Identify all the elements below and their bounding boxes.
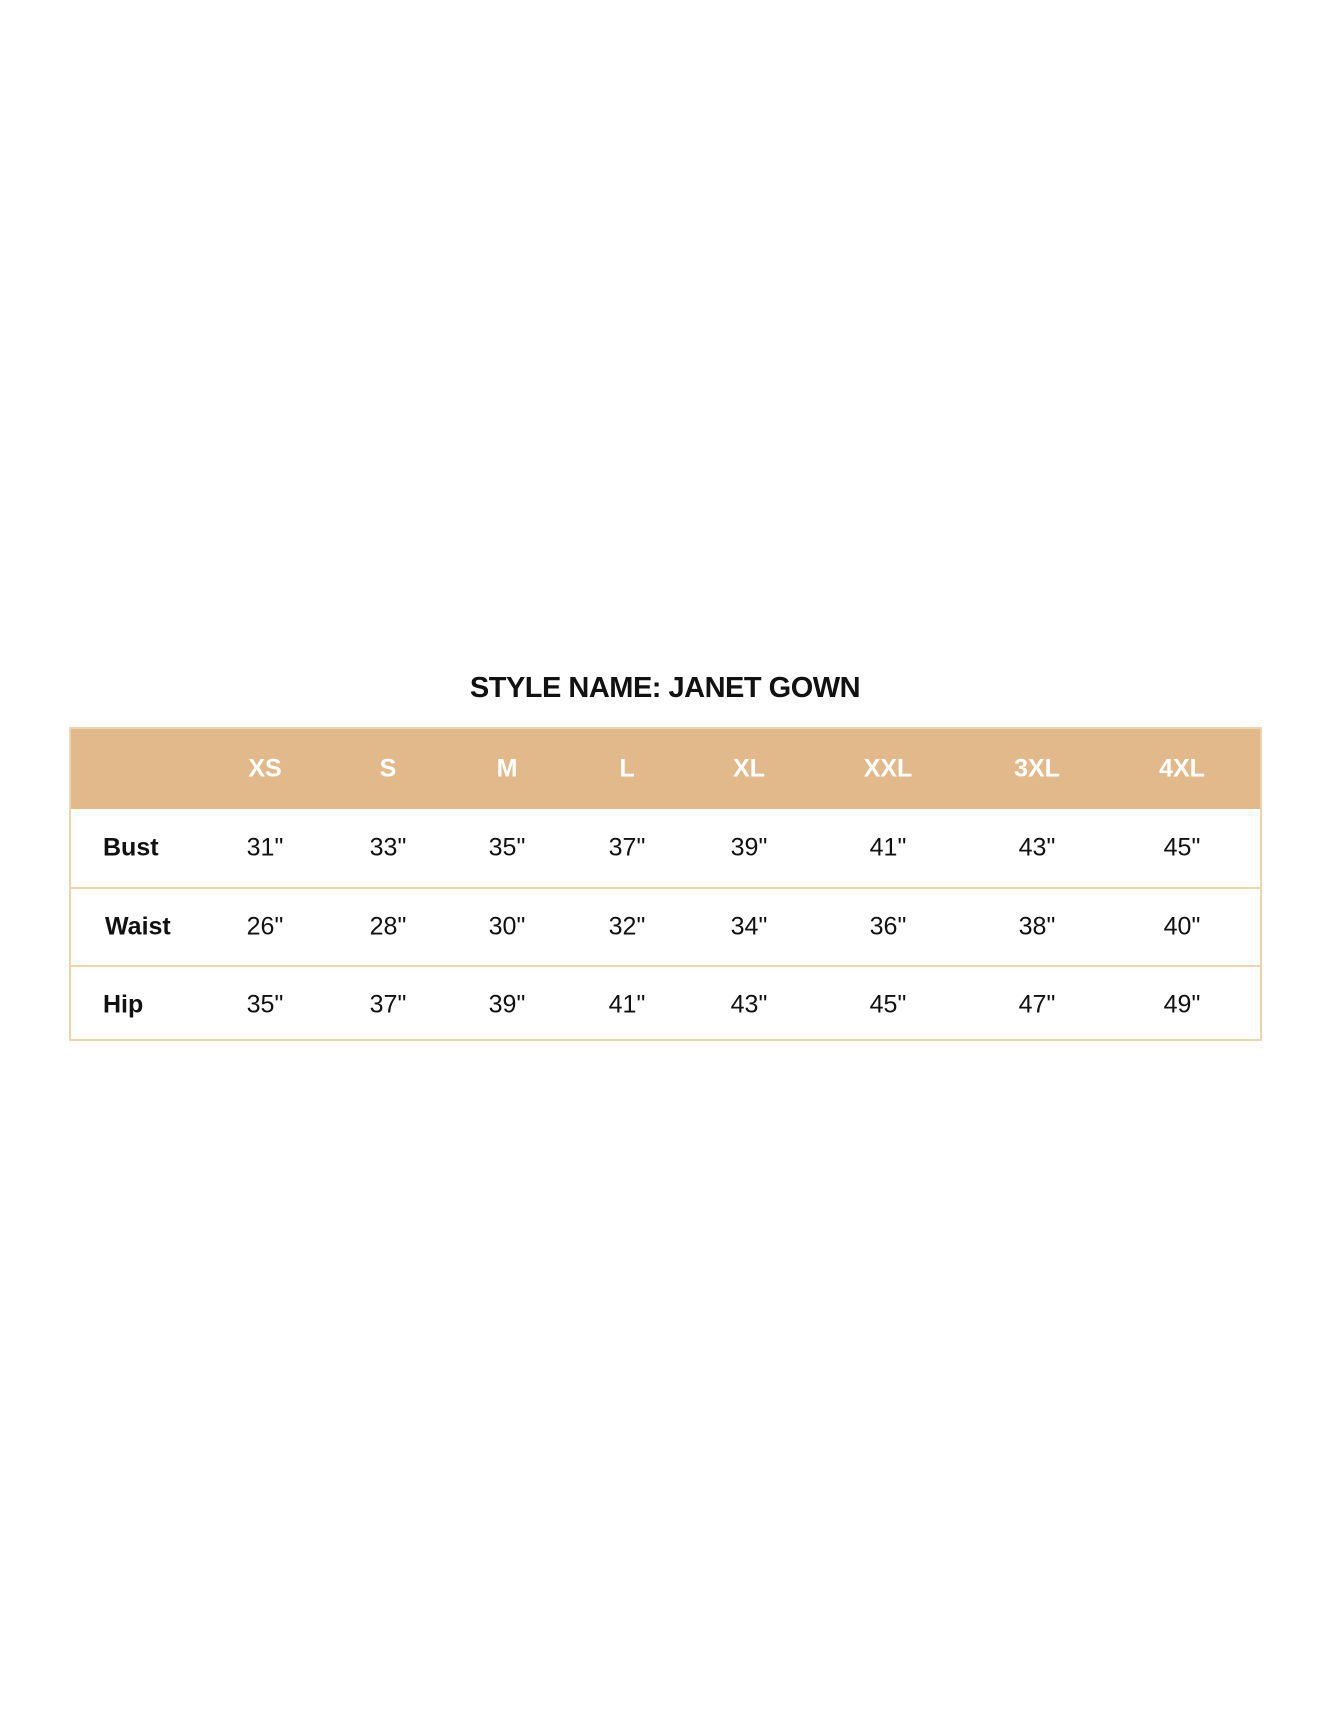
table-cell: 47" bbox=[1018, 990, 1056, 1019]
table-cell: 34" bbox=[730, 912, 768, 941]
table-cell: 36" bbox=[869, 912, 907, 941]
row-label: Waist bbox=[105, 912, 171, 941]
table-cell: 26" bbox=[246, 912, 284, 941]
table-cell: 45" bbox=[869, 990, 907, 1019]
table-cell: 37" bbox=[608, 833, 646, 862]
table-cell: 37" bbox=[369, 990, 407, 1019]
table-cell: 40" bbox=[1163, 912, 1201, 941]
column-header: M bbox=[496, 754, 518, 783]
column-header: XXL bbox=[863, 754, 913, 783]
table-cell: 31" bbox=[246, 833, 284, 862]
table-row: Hip 35" 37" 39" 41" 43" 45" 47" 49" bbox=[71, 965, 1260, 1043]
table-cell: 49" bbox=[1163, 990, 1201, 1019]
table-cell: 32" bbox=[608, 912, 646, 941]
column-header: 4XL bbox=[1159, 754, 1205, 783]
table-cell: 45" bbox=[1163, 833, 1201, 862]
row-label: Hip bbox=[103, 990, 144, 1019]
table-cell: 30" bbox=[488, 912, 526, 941]
header-row: XS S M L XL XXL 3XL 4XL bbox=[71, 729, 1260, 809]
table-cell: 41" bbox=[869, 833, 907, 862]
table-cell: 38" bbox=[1018, 912, 1056, 941]
table-cell: 41" bbox=[608, 990, 646, 1019]
table-row: Waist 26" 28" 30" 32" 34" 36" 38" 40" bbox=[71, 887, 1260, 965]
column-header: XL bbox=[733, 754, 765, 783]
size-chart-table: XS S M L XL XXL 3XL 4XL Bust 31" 33" 35" 37" 39" 41" 43… bbox=[69, 727, 1262, 1041]
table-cell: 39" bbox=[730, 833, 768, 862]
table-cell: 33" bbox=[369, 833, 407, 862]
column-header: XS bbox=[248, 754, 282, 783]
column-header: S bbox=[379, 754, 397, 783]
column-header: L bbox=[619, 754, 635, 783]
table-row: Bust 31" 33" 35" 37" 39" 41" 43" 45" bbox=[71, 809, 1260, 887]
row-label: Bust bbox=[103, 833, 159, 862]
table-cell: 39" bbox=[488, 990, 526, 1019]
table-cell: 35" bbox=[246, 990, 284, 1019]
table-cell: 43" bbox=[730, 990, 768, 1019]
table-cell: 28" bbox=[369, 912, 407, 941]
table-cell: 35" bbox=[488, 833, 526, 862]
column-header: 3XL bbox=[1014, 754, 1060, 783]
page-title: STYLE NAME: JANET GOWN bbox=[469, 672, 861, 704]
table-cell: 43" bbox=[1018, 833, 1056, 862]
